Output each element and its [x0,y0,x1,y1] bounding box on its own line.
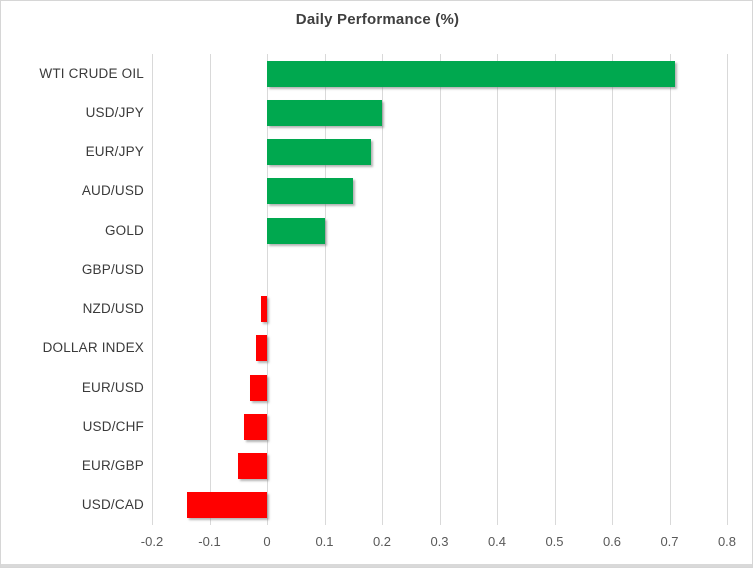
gridline [554,54,556,525]
bar-nzd-usd [261,296,267,323]
x-tick-label: 0.6 [602,534,622,549]
bottom-border [1,564,752,567]
gridlines-layer [152,54,728,525]
chart-row: USD/CAD [1,486,752,525]
x-tick-label: 0.3 [430,534,449,549]
category-label: GBP/USD [81,261,144,277]
gridline [669,54,671,525]
chart-row: USD/JPY [1,93,752,132]
gridline [152,54,153,525]
x-axis: -0.2 -0.1 0 0.1 0.2 0.3 0.4 0.5 0.6 0.7 0.8 [1,534,752,556]
gridline [612,54,613,525]
bar-gold [267,217,325,244]
category-label: USD/JPY [85,104,144,120]
gridline [727,54,728,525]
category-label: USD/CHF [82,418,144,434]
bar-eur-jpy [267,139,371,166]
chart-row: EUR/GBP [1,447,752,486]
chart-row: EUR/USD [1,368,752,407]
x-tick-label: 0 [263,534,271,549]
category-label: GOLD [104,222,144,238]
gridline [324,54,326,525]
chart-row: EUR/JPY [1,133,752,172]
x-tick-label: 0.5 [545,534,564,549]
chart-row: GOLD [1,211,752,250]
bar-eur-gbp [238,453,267,480]
chart-row: WTI CRUDE OIL [1,54,752,93]
plot-area: WTI CRUDE OIL USD/JPY EUR/JPY AUD/USD GOLD GB… [1,54,752,525]
chart-title: Daily Performance (%) [295,11,460,28]
x-tick-label: 0.8 [717,534,737,549]
bar-usd-cad [186,492,267,519]
bar-dollar-index [255,335,267,362]
category-label: EUR/GBP [81,458,144,474]
category-label: EUR/USD [81,379,144,395]
category-label: AUD/USD [81,183,144,199]
x-tick-label: 0.7 [660,534,679,549]
x-tick-label: 0.2 [372,534,392,549]
chart-row: NZD/USD [1,290,752,329]
gridline [382,54,383,525]
category-label: NZD/USD [82,301,144,317]
bar-aud-usd [267,178,354,205]
gridline [209,54,211,525]
x-tick-label: 0.4 [487,534,507,549]
gridline [267,54,268,525]
category-label: WTI CRUDE OIL [39,65,144,81]
bar-usd-chf [244,413,267,440]
x-tick-label: -0.1 [198,534,221,549]
chart-row: USD/CHF [1,407,752,446]
gridline [439,54,441,525]
chart-row: AUD/USD [1,172,752,211]
chart-row: DOLLAR INDEX [1,329,752,368]
bars-layer: WTI CRUDE OIL USD/JPY EUR/JPY AUD/USD GOLD GB… [1,54,752,525]
category-label: DOLLAR INDEX [42,340,144,356]
x-tick-label: 0.1 [315,534,334,549]
bar-wti-crude-oil [267,60,676,87]
category-label: EUR/JPY [85,144,144,160]
category-label: USD/CAD [81,497,144,513]
gridline [497,54,498,525]
chart-row: GBP/USD [1,250,752,289]
bar-eur-usd [249,374,267,401]
x-tick-label: -0.2 [140,534,164,549]
bar-usd-jpy [267,99,382,126]
